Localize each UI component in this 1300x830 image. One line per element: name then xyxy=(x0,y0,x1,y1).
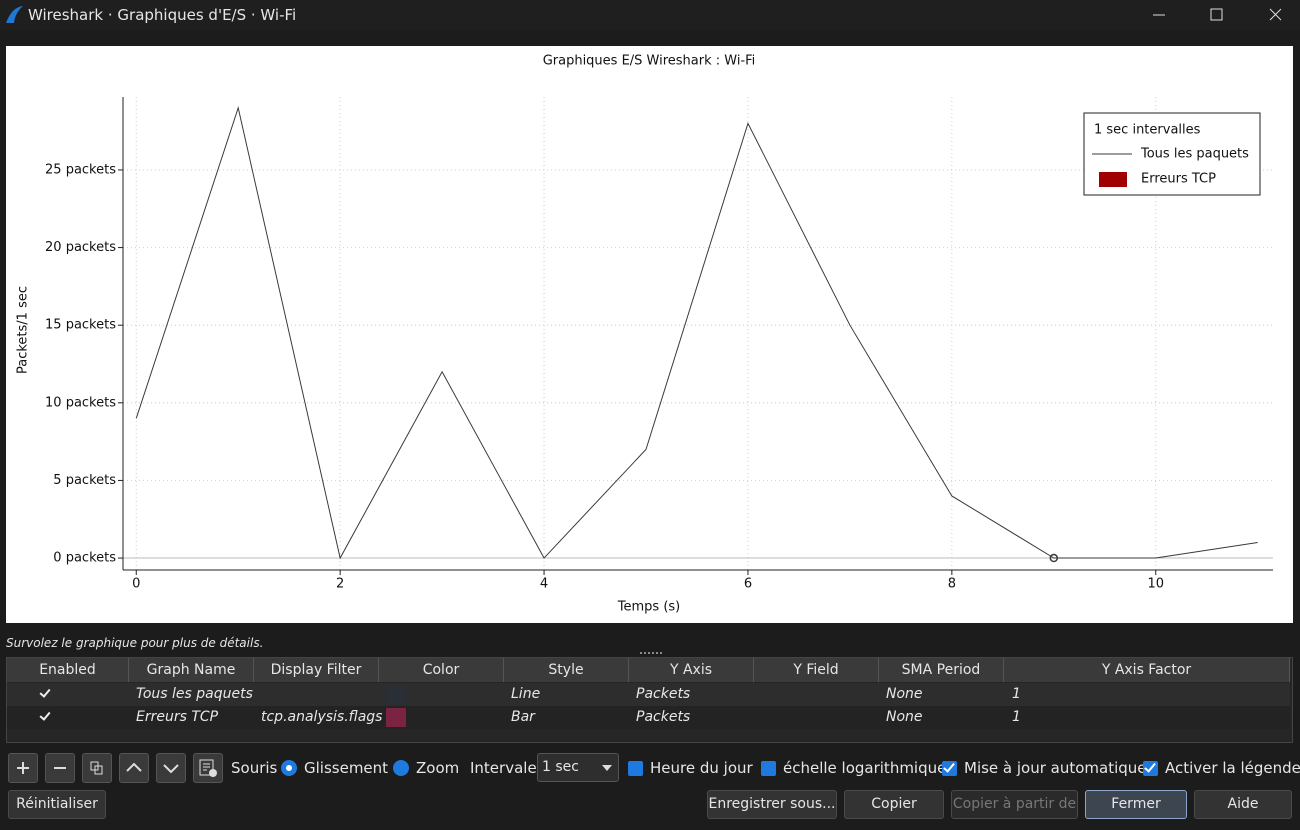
move-up-button[interactable] xyxy=(119,753,149,783)
radio[interactable] xyxy=(281,760,297,776)
y-tick-label: 25 packets xyxy=(45,162,116,177)
button-copy-from: Copier à partir de xyxy=(951,790,1078,819)
color-swatch xyxy=(386,708,406,727)
y-tick-label: 15 packets xyxy=(45,318,116,333)
button-reset[interactable]: Réinitialiser xyxy=(8,790,106,819)
column-header[interactable]: Display Filter xyxy=(254,658,379,682)
cell: None xyxy=(886,709,923,725)
splitter[interactable] xyxy=(640,652,662,654)
color-swatch xyxy=(386,685,406,704)
combo-arrow xyxy=(602,765,612,771)
cell: Packets xyxy=(636,686,691,702)
table-row[interactable]: Erreurs TCP tcp.analysis.flags Bar Packets N… xyxy=(7,706,1290,729)
x-tick-label: 2 xyxy=(336,577,344,592)
radio[interactable] xyxy=(393,760,409,776)
column-header[interactable]: Y Axis xyxy=(629,658,754,682)
chart: Graphiques E/S Wireshark : Wi-Fi Temps (… xyxy=(6,46,1293,623)
y-tick-label: 0 packets xyxy=(53,551,116,566)
column-header[interactable]: Style xyxy=(504,658,629,682)
column-header[interactable]: SMA Period xyxy=(879,658,1004,682)
app-icon xyxy=(6,6,23,23)
enabled-checkbox[interactable] xyxy=(39,709,52,723)
column-header[interactable]: Y Axis Factor xyxy=(1004,658,1290,682)
remove-button[interactable] xyxy=(45,753,75,783)
window-controls[interactable] xyxy=(1140,0,1300,30)
x-tick-label: 0 xyxy=(132,577,140,592)
checkbox[interactable] xyxy=(761,761,776,776)
table-row[interactable]: Tous les paquets Line Packets None 1 xyxy=(7,683,1290,706)
x-tick-label: 6 xyxy=(744,577,752,592)
checkbox[interactable] xyxy=(942,760,957,776)
hint: Survolez le graphique pour plus de détai… xyxy=(6,636,264,650)
check-mark xyxy=(943,760,955,773)
column-header[interactable]: Color xyxy=(379,658,504,682)
clear-button[interactable] xyxy=(193,753,223,783)
add-button[interactable] xyxy=(8,753,38,783)
interval-value: 1 sec xyxy=(542,759,579,775)
x-tick-label: 10 xyxy=(1147,577,1164,592)
x-tick-label: 4 xyxy=(540,577,548,592)
column-header[interactable]: Y Field xyxy=(754,658,879,682)
mouse-label: Souris xyxy=(231,759,278,777)
legend-label: Erreurs TCP xyxy=(1141,172,1216,187)
duplicate-button[interactable] xyxy=(82,753,112,783)
legend-swatch xyxy=(1099,172,1127,187)
button-help[interactable]: Aide xyxy=(1194,790,1292,819)
column-header[interactable]: Enabled xyxy=(7,658,129,682)
y-tick-label: 20 packets xyxy=(45,240,116,255)
radio-label: Glissement xyxy=(304,759,389,777)
radio-label: Zoom xyxy=(416,759,460,777)
checkbox-label: Mise à jour automatique xyxy=(964,759,1147,777)
chart-title: Graphiques E/S Wireshark : Wi-Fi xyxy=(543,54,756,69)
move-down-button[interactable] xyxy=(156,753,186,783)
checkbox[interactable] xyxy=(628,761,643,776)
checkbox-label: Heure du jour xyxy=(650,759,753,777)
y-axis-label: Packets/1 sec xyxy=(16,286,31,374)
column-header[interactable]: Graph Name xyxy=(129,658,254,682)
cell: 1 xyxy=(1012,686,1021,702)
check-mark xyxy=(39,709,51,721)
window-title: Wireshark · Graphiques d'E/S · Wi-Fi xyxy=(28,6,297,24)
checkbox[interactable] xyxy=(1143,760,1158,776)
radio-dot xyxy=(286,765,292,771)
x-axis-label: Temps (s) xyxy=(617,600,680,615)
interval-label: Intervale xyxy=(470,759,537,777)
cell: Packets xyxy=(636,709,691,725)
checkbox-label: Activer la légende xyxy=(1165,759,1300,777)
checkbox-label: échelle logarithmique xyxy=(783,759,947,777)
cell: None xyxy=(886,686,923,702)
button-save[interactable]: Enregistrer sous... xyxy=(707,790,837,819)
check-mark xyxy=(1144,760,1156,773)
check-mark xyxy=(39,686,51,698)
cell: Bar xyxy=(511,709,535,725)
cell: Erreurs TCP xyxy=(136,709,219,725)
cell: tcp.analysis.flags xyxy=(261,709,383,725)
enabled-checkbox[interactable] xyxy=(39,686,52,700)
interval-combo[interactable]: 1 sec xyxy=(537,753,619,782)
cell: Line xyxy=(511,686,541,702)
graph-table: Enabled Graph Name Display Filter Color Styl… xyxy=(6,657,1293,743)
legend-label: Tous les paquets xyxy=(1140,147,1249,162)
cell: Tous les paquets xyxy=(136,686,253,702)
button-copy[interactable]: Copier xyxy=(844,790,944,819)
y-tick-label: 5 packets xyxy=(53,473,116,488)
title-bar: Wireshark · Graphiques d'E/S · Wi-Fi xyxy=(0,0,1300,30)
hover-marker xyxy=(1049,553,1059,563)
cell: 1 xyxy=(1012,709,1021,725)
legend-title: 1 sec intervalles xyxy=(1094,123,1201,138)
y-tick-label: 10 packets xyxy=(45,395,116,410)
x-tick-label: 8 xyxy=(948,577,956,592)
series-line xyxy=(135,105,1258,560)
button-close[interactable]: Fermer xyxy=(1085,790,1187,819)
